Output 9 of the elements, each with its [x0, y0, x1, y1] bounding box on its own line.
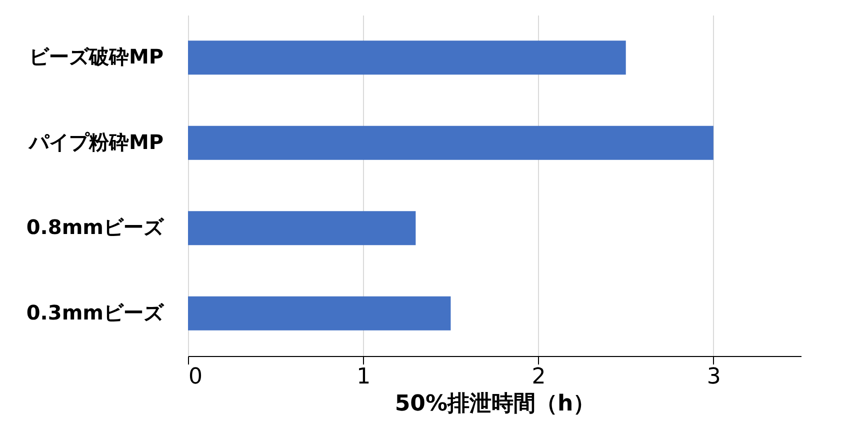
x-tick-label: 0 [188, 364, 202, 390]
y-tick-label: 0.3mmビーズ [26, 300, 164, 324]
y-tick-label: 0.8mmビーズ [26, 215, 164, 240]
x-tick-label: 2 [532, 364, 546, 390]
y-tick-label: ビーズ破砕MP [28, 44, 164, 69]
x-tick-label: 3 [706, 364, 721, 390]
y-tick-label: パイプ粉砕MP [28, 130, 164, 154]
x-axis-title: 50%排泄時間（h） [394, 392, 596, 416]
x-tick-label: 1 [356, 364, 371, 390]
